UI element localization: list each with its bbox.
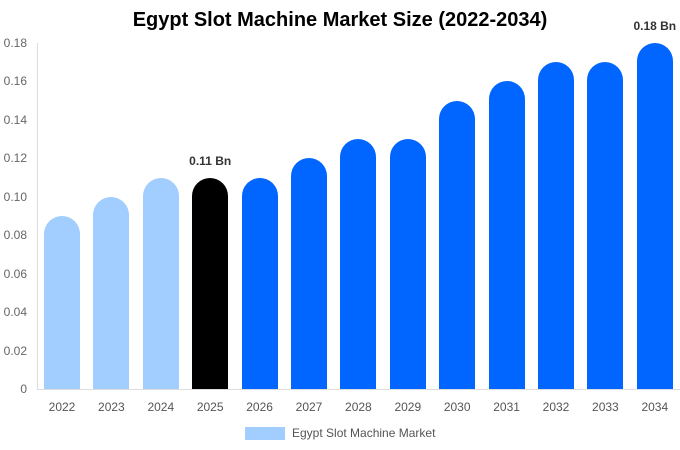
y-tick-label: 0.04: [3, 305, 27, 320]
y-tick-label: 0: [20, 382, 27, 396]
y-axis-line: [37, 43, 38, 390]
x-tick-label: 2030: [443, 400, 471, 414]
bar-2023[interactable]: [93, 196, 130, 389]
legend-label: Egypt Slot Machine Market: [292, 426, 436, 440]
bar-2034[interactable]: [636, 43, 673, 389]
x-tick-label: 2029: [394, 400, 422, 414]
y-tick-label: 0.12: [3, 151, 27, 166]
y-tick-label: 0.10: [3, 189, 27, 204]
y-tick-label: 0.14: [3, 112, 27, 127]
chart-title: Egypt Slot Machine Market Size (2022-203…: [132, 9, 548, 31]
bar-2031[interactable]: [488, 81, 525, 389]
x-tick-label: 2028: [345, 400, 372, 414]
legend: Egypt Slot Machine Market: [245, 426, 435, 440]
x-tick-label: 2026: [246, 400, 273, 414]
data-label-2025: 0.11 Bn: [189, 153, 232, 168]
bar-2030[interactable]: [439, 100, 476, 389]
bar-2026[interactable]: [241, 177, 278, 389]
x-tick-label: 2025: [196, 400, 224, 414]
x-tick-label: 2027: [295, 400, 323, 414]
bar-2033[interactable]: [587, 62, 624, 389]
x-tick-label: 2033: [592, 400, 619, 414]
x-tick-label: 2032: [542, 400, 570, 414]
x-tick-label: 2034: [641, 400, 669, 414]
x-tick-label: 2023: [98, 400, 125, 414]
x-tick-label: 2022: [48, 400, 76, 414]
y-tick-label: 0.08: [3, 228, 27, 243]
y-tick-label: 0.02: [3, 343, 27, 358]
y-tick-label: 0.16: [3, 74, 27, 89]
y-tick-label: 0.18: [3, 36, 27, 50]
bar-2027[interactable]: [291, 158, 327, 389]
bar-2024[interactable]: [142, 177, 179, 389]
bar-2022[interactable]: [44, 216, 80, 389]
bar-2028[interactable]: [340, 139, 377, 389]
x-tick-label: 2031: [493, 400, 520, 414]
data-label-2034: 0.18 Bn: [633, 19, 677, 33]
bar-2029[interactable]: [389, 139, 426, 389]
y-tick-label: 0.06: [3, 266, 27, 281]
x-axis-line: [37, 389, 680, 390]
legend-swatch: [245, 426, 285, 440]
bar-2025[interactable]: [192, 177, 229, 389]
x-tick-label: 2024: [147, 400, 175, 414]
bar-2032[interactable]: [538, 62, 574, 389]
